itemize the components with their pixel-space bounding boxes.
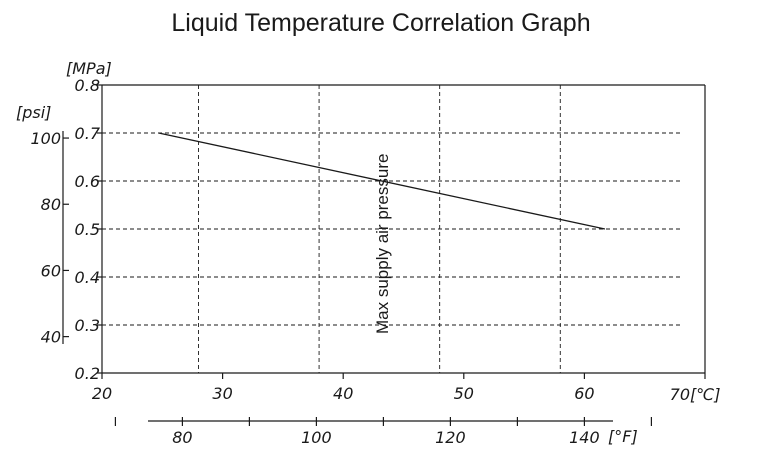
x-primary-tick-label: 20: [92, 384, 112, 403]
max-supply-air-pressure-annotation: Max supply air pressure: [373, 154, 392, 334]
x-secondary-tick-label: 100: [301, 428, 332, 447]
x-primary-tick-label: 30: [212, 384, 232, 403]
tick-labels: 0.2 0.3 0.4 0.5 0.6 0.7 0.8 40 60 80 100 20 30 40 50 60…: [30, 76, 690, 447]
y-primary-tick-label: 0.2: [75, 364, 100, 383]
y-primary-tick-label: 0.8: [75, 76, 100, 95]
y-primary-tick-label: 0.3: [75, 316, 100, 335]
y-secondary-tick-label: 80: [41, 195, 61, 214]
series-line-max-supply-air-pressure: [158, 132, 606, 230]
x-primary-tick-label: 50: [454, 384, 474, 403]
y-secondary-tick-label: 60: [41, 261, 61, 280]
y-primary-unit-label: [MPa]: [66, 59, 112, 78]
chart-title: Liquid Temperature Correlation Graph: [171, 9, 590, 37]
x-primary-tick-label: 70: [670, 385, 690, 404]
x-secondary-unit-label: [°F]: [608, 427, 638, 446]
x-primary-tick-label: 60: [574, 384, 594, 403]
x-secondary-tick-label: 80: [172, 428, 192, 447]
y-secondary-unit-label: [psi]: [16, 103, 51, 122]
x-secondary-tick-label: 140: [569, 428, 600, 447]
series: [158, 132, 606, 230]
y-secondary-tick-label: 40: [41, 328, 61, 347]
y-primary-tick-label: 0.7: [75, 124, 101, 143]
y-primary-tick-label: 0.6: [75, 172, 100, 191]
grid: [102, 85, 681, 373]
ticks: [62, 84, 706, 426]
x-primary-tick-label: 40: [333, 384, 353, 403]
x-primary-unit-label: [℃]: [690, 385, 720, 404]
y-primary-tick-label: 0.5: [75, 220, 100, 239]
x-secondary-tick-label: 120: [435, 428, 466, 447]
y-primary-tick-label: 0.4: [75, 268, 100, 287]
y-secondary-tick-label: 100: [30, 129, 61, 148]
